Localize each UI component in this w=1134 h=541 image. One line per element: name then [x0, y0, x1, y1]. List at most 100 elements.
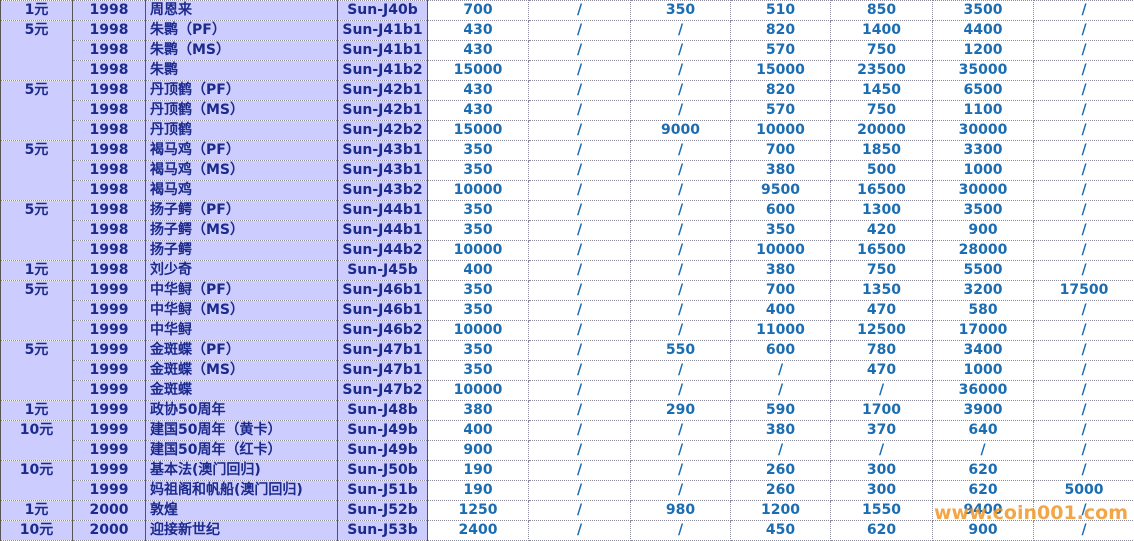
price: 420 [830, 220, 933, 241]
denomination: 5元 [0, 280, 73, 341]
price: 10000 [730, 240, 831, 261]
price: 17000 [932, 320, 1034, 341]
price: 430 [427, 100, 529, 121]
name: 建国50周年（黄卡） [145, 420, 338, 441]
price: 590 [730, 400, 831, 421]
year: 1998 [72, 160, 146, 181]
price: 470 [830, 300, 933, 321]
price: / [1033, 240, 1134, 261]
code: Sun-J42b1 [337, 100, 428, 121]
price: / [528, 100, 631, 121]
price: 380 [427, 400, 529, 421]
price: / [528, 480, 631, 501]
price: 350 [427, 340, 529, 361]
price: 10000 [427, 180, 529, 201]
table-row: 10元 1999 基本法(澳门回归) Sun-J50b 190//260 300 620/ [0, 460, 1134, 501]
price: / [528, 20, 631, 41]
price: 28000 [932, 240, 1034, 261]
price: / [1033, 460, 1134, 481]
price: 3200 [932, 280, 1034, 301]
year: 1999 [72, 460, 146, 481]
price: 700 [730, 140, 831, 161]
price: 10000 [730, 120, 831, 141]
price: / [630, 200, 731, 221]
table-row: 1元 1999 政协50周年 Sun-J48b 380/290 590 1700 3900/ [0, 400, 1134, 421]
price: / [528, 420, 631, 441]
denomination: 1元 [0, 0, 73, 21]
denomination: 1元 [0, 500, 73, 521]
table-row: 1998 朱鹮 Sun-J41b2 15000//15000 23500 35000/ [1, 60, 1134, 81]
denomination: 10元 [0, 460, 73, 501]
price: 620 [932, 480, 1034, 501]
year: 1999 [72, 480, 146, 501]
price: 400 [427, 420, 529, 441]
price: / [528, 0, 631, 21]
price: / [630, 480, 731, 501]
price: / [528, 160, 631, 181]
price: / [1033, 340, 1134, 361]
price: 3300 [932, 140, 1034, 161]
price: 3500 [932, 0, 1034, 21]
price: / [1033, 100, 1134, 121]
price: / [630, 240, 731, 261]
table-row: 1998 扬子鳄 Sun-J44b2 10000//10000 16500 28000/ [1, 240, 1134, 261]
price: / [630, 360, 731, 381]
price: 1250 [427, 500, 529, 521]
price: / [830, 440, 933, 461]
price: 470 [830, 360, 933, 381]
price: / [528, 140, 631, 161]
price: / [630, 160, 731, 181]
price: 350 [427, 200, 529, 221]
price: / [528, 500, 631, 521]
price: 16500 [830, 180, 933, 201]
price: / [630, 40, 731, 61]
price: 430 [427, 40, 529, 61]
price: 9500 [730, 180, 831, 201]
price: / [630, 20, 731, 41]
price: / [528, 440, 631, 461]
year: 1998 [72, 40, 146, 61]
year: 2000 [72, 500, 146, 521]
price: / [528, 60, 631, 81]
price: 6500 [932, 80, 1034, 101]
name: 迎接新世纪 [145, 520, 338, 541]
price: 12500 [830, 320, 933, 341]
table-row: 5元 1998 扬子鳄（PF） Sun-J44b1 350//600 1300 3500/ [0, 200, 1134, 261]
price: 2400 [427, 520, 529, 541]
name: 基本法(澳门回归) [145, 460, 338, 481]
denomination: 5元 [0, 20, 73, 81]
code: Sun-J43b2 [337, 180, 428, 201]
price: / [1033, 160, 1134, 181]
year: 1998 [72, 260, 146, 281]
name: 建国50周年（红卡） [145, 440, 338, 461]
price: 750 [830, 100, 933, 121]
price: 1200 [730, 500, 831, 521]
price: / [1033, 180, 1134, 201]
price: 300 [830, 460, 933, 481]
code: Sun-J49b [337, 440, 428, 461]
name: 丹顶鹤 [145, 120, 338, 141]
price: / [630, 300, 731, 321]
price: / [528, 40, 631, 61]
price: / [630, 60, 731, 81]
year: 1999 [72, 280, 146, 301]
denomination: 1元 [0, 400, 73, 421]
code: Sun-J40b [337, 0, 428, 21]
price: / [630, 260, 731, 281]
price: 1550 [830, 500, 933, 521]
price: 750 [830, 260, 933, 281]
table-row: 5元 1999 中华鲟（PF） Sun-J46b1 350//700 1350 3200 17… [0, 280, 1134, 341]
code: Sun-J46b2 [337, 320, 428, 341]
price: 820 [730, 80, 831, 101]
table-row: 10元 1999 建国50周年（黄卡） Sun-J49b 400//380 370 640/ [0, 420, 1134, 461]
price: 1350 [830, 280, 933, 301]
price: 11000 [730, 320, 831, 341]
table-row: 1元 1998 刘少奇 Sun-J45b 400//380 750 5500/ [0, 260, 1134, 281]
table-row: 1元 1998 周恩来 Sun-J40b 700/350 510 850 3500/ [0, 0, 1134, 21]
year: 1998 [72, 240, 146, 261]
price: / [1033, 40, 1134, 61]
name: 中华鲟（MS） [145, 300, 338, 321]
name: 敦煌 [145, 500, 338, 521]
price: 5500 [932, 260, 1034, 281]
